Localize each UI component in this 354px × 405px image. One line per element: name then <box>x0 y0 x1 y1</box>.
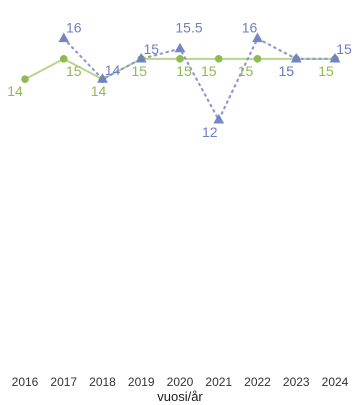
data-label-series-1-2021: 12 <box>202 124 218 140</box>
point-series-1-2017 <box>58 32 70 43</box>
data-label-series-0-2022: 15 <box>238 63 254 79</box>
data-label-series-1-2024: 15 <box>336 41 352 57</box>
data-label-series-1-2017: 16 <box>66 20 82 36</box>
x-tick-label-2017: 2017 <box>50 375 77 389</box>
data-label-series-1-2022: 16 <box>242 20 258 36</box>
data-label-series-0-2023: 15 <box>278 63 294 79</box>
point-series-1-2021 <box>213 113 225 124</box>
data-label-series-0-2018: 14 <box>91 83 107 99</box>
point-series-1-2024 <box>329 52 341 63</box>
point-series-1-2022 <box>252 32 263 43</box>
data-label-series-1-2023: 15 <box>278 63 294 79</box>
point-series-1-2018 <box>97 73 108 83</box>
point-series-1-2020 <box>174 42 186 53</box>
x-tick-label-2020: 2020 <box>167 375 194 389</box>
x-tick-label-2022: 2022 <box>244 375 271 389</box>
data-label-series-0-2021: 15 <box>201 63 217 79</box>
data-label-series-1-2019: 15 <box>143 41 159 57</box>
point-series-0-2017 <box>59 55 68 63</box>
data-label-series-1-2018: 14 <box>105 62 121 78</box>
data-label-series-0-2017: 15 <box>66 63 82 79</box>
data-label-series-0-2019: 15 <box>131 63 147 79</box>
point-series-1-2023 <box>290 52 302 63</box>
data-label-series-0-2024: 15 <box>318 63 334 79</box>
point-series-0-2021 <box>214 55 223 63</box>
x-tick-label-2018: 2018 <box>89 375 116 389</box>
x-tick-label-2021: 2021 <box>205 375 232 389</box>
data-label-series-0-2020: 15 <box>176 63 192 79</box>
marker-layer <box>21 32 341 124</box>
series-line-1 <box>62 37 337 121</box>
x-tick-label-2019: 2019 <box>128 375 155 389</box>
x-axis-title: vuosi/år <box>157 389 203 404</box>
point-series-0-2020 <box>176 55 184 63</box>
x-axis-ticks: 2016 2017 2018 2019 2020 2021 2022 2023 2024 <box>12 375 349 389</box>
data-label-series-1-2020: 15.5 <box>175 20 202 36</box>
x-tick-label-2024: 2024 <box>322 375 349 389</box>
point-series-0-2016 <box>21 75 29 83</box>
point-series-1-2019 <box>135 52 147 63</box>
x-tick-label-2016: 2016 <box>12 375 39 389</box>
point-series-0-2022 <box>253 55 262 63</box>
data-label-series-0-2016: 14 <box>7 83 23 99</box>
x-tick-label-2023: 2023 <box>283 375 310 389</box>
